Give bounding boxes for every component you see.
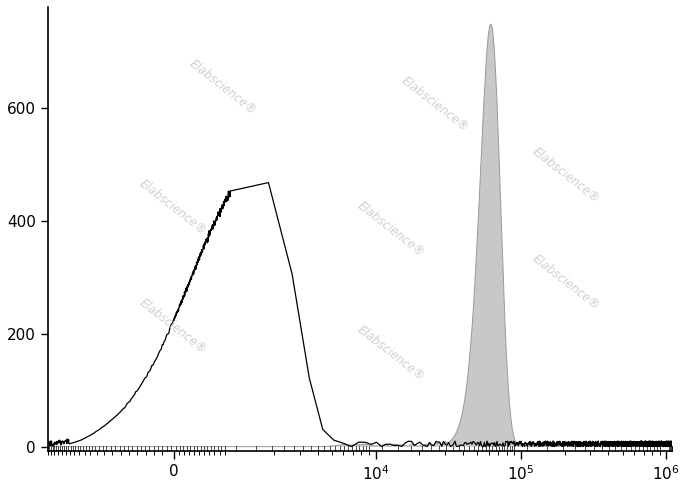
Text: Elabscience®: Elabscience® bbox=[355, 199, 427, 259]
Text: Elabscience®: Elabscience® bbox=[186, 57, 259, 117]
Text: Elabscience®: Elabscience® bbox=[136, 296, 208, 357]
Text: Elabscience®: Elabscience® bbox=[530, 146, 602, 206]
Text: Elabscience®: Elabscience® bbox=[399, 74, 471, 135]
Text: Elabscience®: Elabscience® bbox=[355, 323, 427, 384]
Text: Elabscience®: Elabscience® bbox=[136, 176, 208, 237]
Text: Elabscience®: Elabscience® bbox=[530, 252, 602, 313]
